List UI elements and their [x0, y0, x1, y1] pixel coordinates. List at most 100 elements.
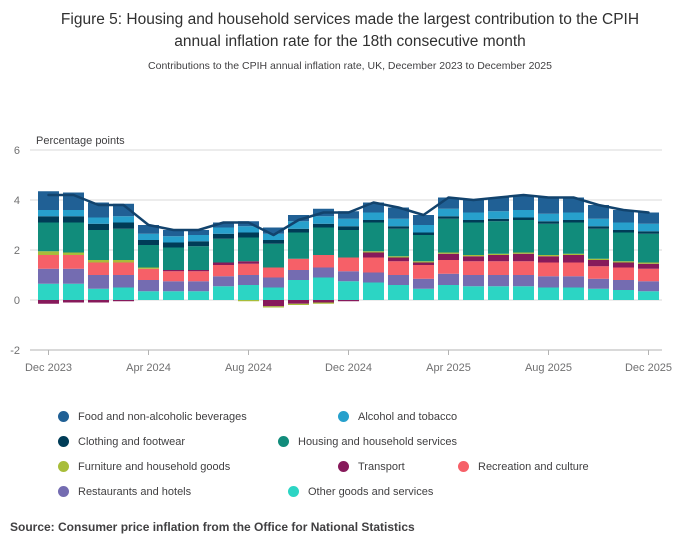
bar-segment [563, 222, 584, 254]
bar-segment [313, 267, 334, 278]
bar-segment [238, 263, 259, 275]
bar-segment [163, 291, 184, 300]
bar-segment [113, 275, 134, 288]
bar-segment [388, 285, 409, 300]
bar-segment [513, 253, 534, 262]
legend-swatch [58, 411, 69, 422]
chart-title: Figure 5: Housing and household services… [60, 11, 640, 50]
bar-segment [438, 208, 459, 217]
bar-segment [363, 220, 384, 223]
bar-segment [88, 262, 109, 275]
bar-segment [488, 275, 509, 287]
bar-segment [113, 228, 134, 260]
source-line: Source: Consumer price inflation from th… [10, 520, 415, 534]
bar-segment [488, 255, 509, 262]
bar-segment [88, 300, 109, 303]
bar-segment [213, 227, 234, 234]
bar-segment [463, 222, 484, 255]
bar-segment [413, 232, 434, 235]
bar-segment [438, 285, 459, 300]
bar-segment [313, 227, 334, 255]
bar-segment [438, 218, 459, 253]
bar-segment [413, 265, 434, 279]
bar-segment [263, 267, 284, 278]
bar-segment [388, 261, 409, 275]
bar-segment [538, 276, 559, 288]
legend-label: Clothing and footwear [78, 435, 186, 448]
bar-segment [263, 287, 284, 300]
bar-segment [213, 276, 234, 287]
bar-segment [138, 280, 159, 292]
legend-swatch [278, 436, 289, 447]
bar-segment [463, 212, 484, 220]
bar-segment [563, 262, 584, 277]
bar-segment [163, 271, 184, 282]
bar-segment [238, 232, 259, 238]
bar-segment [413, 262, 434, 265]
legend-label: Restaurants and hotels [78, 485, 192, 498]
bar-segment [38, 300, 59, 304]
bar-segment [638, 262, 659, 264]
bar-segment [238, 300, 259, 302]
bar-segment [63, 300, 84, 303]
legend-label: Alcohol and tobacco [358, 410, 458, 423]
bar-segment [238, 285, 259, 300]
bar-segment [188, 291, 209, 300]
chart-svg: Percentage points 6 4 2 0 -2 Dec 2023 Apr 202… [10, 135, 672, 374]
bar-segment [63, 252, 84, 255]
bar-segment [438, 216, 459, 219]
bar-segment [563, 220, 584, 223]
bar-segment [313, 302, 334, 304]
bar-segment [213, 265, 234, 277]
bar-segment [588, 226, 609, 229]
bar-segment [138, 291, 159, 300]
bar-segment [463, 220, 484, 223]
bar-segment [288, 228, 309, 233]
bar-segment [538, 221, 559, 224]
bar-segment [488, 261, 509, 275]
bar-segment [463, 261, 484, 275]
bar-segment [63, 210, 84, 217]
x-tick-label: Dec 2023 [25, 362, 72, 374]
bar-segment [63, 255, 84, 269]
y-axis-title: Percentage points [36, 135, 125, 147]
bar-segment [213, 286, 234, 300]
bar-segment [513, 286, 534, 300]
legend-item: Other goods and services [288, 479, 447, 504]
bar-segment [188, 235, 209, 242]
bar-segment [438, 197, 459, 209]
bar-segment [563, 253, 584, 255]
bar-segment [563, 276, 584, 288]
bar-segment [638, 263, 659, 269]
y-tick-label: -2 [10, 345, 20, 357]
bar-segment [488, 221, 509, 254]
bar-segment [338, 257, 359, 272]
bar-segment [588, 266, 609, 279]
bar-segment [638, 291, 659, 300]
x-axis-labels: Dec 2023 Apr 2024 Aug 2024 Dec 2024 Apr 2025… [25, 362, 672, 374]
bar-segment [438, 273, 459, 285]
bar-segment [613, 210, 634, 223]
legend-swatch [458, 461, 469, 472]
bar-segment [538, 255, 559, 257]
bar-segment [63, 283, 84, 300]
bar-segment [163, 270, 184, 272]
bar-segment [263, 306, 284, 308]
bar-segment [263, 243, 284, 268]
bar-segment [188, 241, 209, 247]
bar-segment [338, 300, 359, 302]
bar-segment [588, 260, 609, 267]
bar-segment [563, 212, 584, 220]
bar-segment [538, 223, 559, 255]
bar-segment [338, 211, 359, 219]
bar-segment [613, 232, 634, 262]
bar-segment [238, 261, 259, 264]
bar-segment [638, 231, 659, 234]
bar-segment [388, 226, 409, 229]
bar-segment [213, 238, 234, 263]
bar-segment [513, 195, 534, 210]
y-axis-labels: 6 4 2 0 -2 [10, 145, 20, 357]
bar-segment [388, 257, 409, 262]
bar-segment [513, 220, 534, 253]
bar-segment [588, 258, 609, 260]
